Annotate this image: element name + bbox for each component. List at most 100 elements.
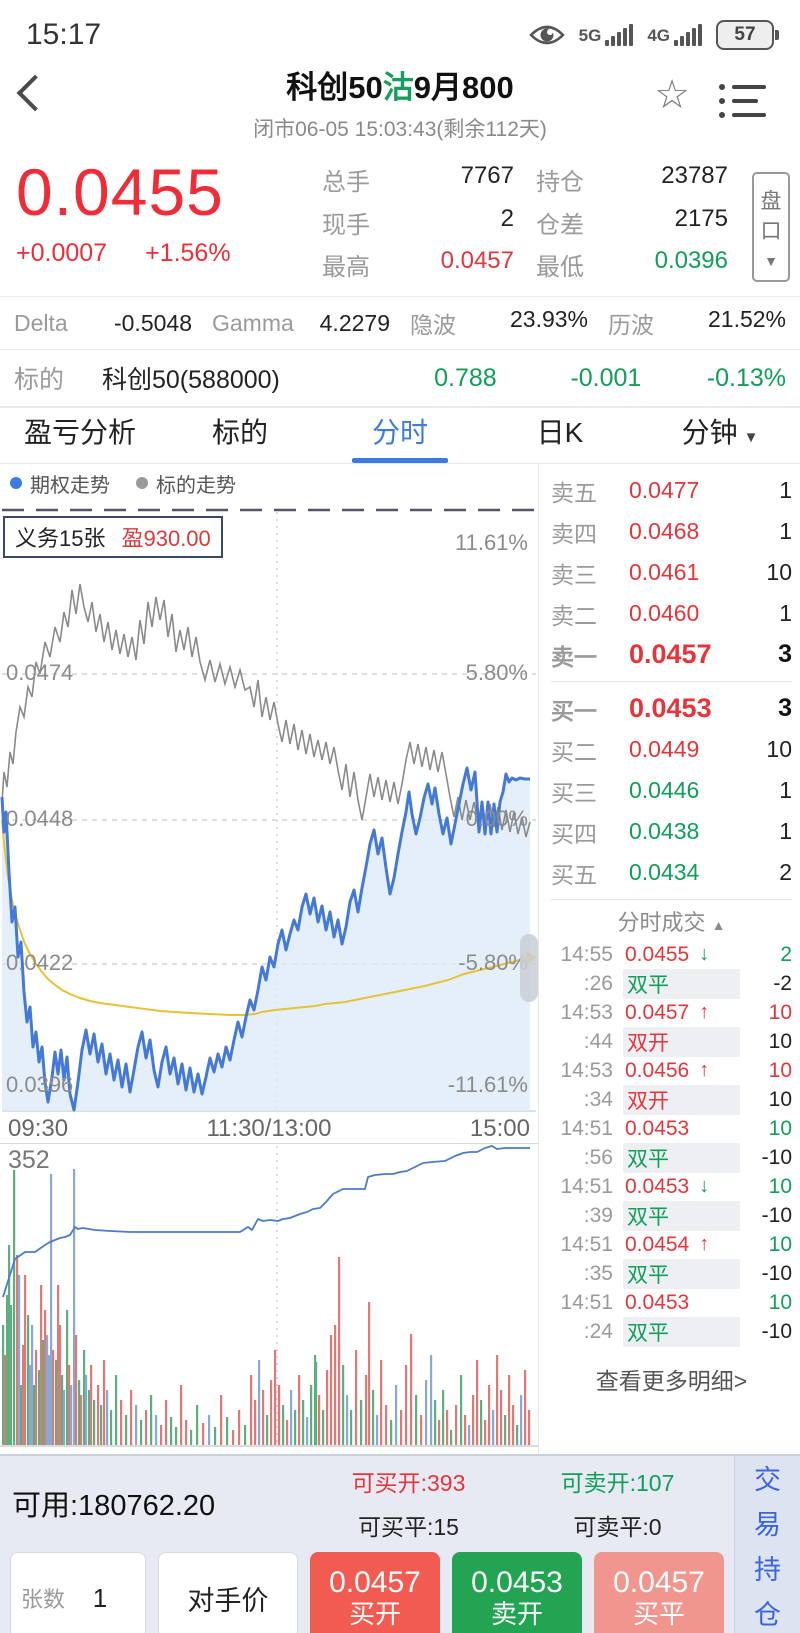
available-funds: 可用:180762.20 bbox=[12, 1490, 216, 1522]
trade-qty: 10 bbox=[768, 1029, 792, 1053]
level-price: 0.0461 bbox=[629, 559, 700, 585]
favorite-star-icon[interactable]: ☆ bbox=[654, 73, 690, 117]
level-label: 买三 bbox=[551, 779, 597, 806]
tab-underlying[interactable]: 标的 bbox=[211, 417, 268, 448]
trade-qty: 10 bbox=[768, 1000, 792, 1024]
trade-qty: -2 bbox=[773, 971, 792, 995]
status-bar: 15:17 5G 4G 57 bbox=[0, 0, 800, 62]
underlying-row[interactable]: 标的 科创50(588000) 0.788 -0.001 -0.13% bbox=[0, 350, 800, 408]
chevron-down-icon: ▼ bbox=[764, 253, 778, 269]
bid-row[interactable]: 买四 0.0438 1 bbox=[551, 811, 792, 852]
last-price: 0.0455 bbox=[16, 155, 224, 229]
trade-row: :34 双开 10 bbox=[551, 1084, 792, 1115]
trade-text: 双开 bbox=[627, 1089, 669, 1113]
ask-row[interactable]: 卖四 0.0468 1 bbox=[551, 511, 792, 552]
level-label: 买二 bbox=[551, 738, 597, 765]
list-menu-icon[interactable] bbox=[719, 84, 766, 126]
chart-tabs: 盈亏分析 标的 分时 日K 分钟 ▼ bbox=[0, 408, 800, 464]
trade-time: :39 bbox=[583, 1203, 613, 1227]
trade-time: 14:55 bbox=[560, 942, 613, 966]
trade-row: 14:55 0.0455 ↓ 2 bbox=[551, 940, 792, 969]
volume-chart[interactable]: 352 bbox=[0, 1144, 538, 1450]
underlying-change-pct: -0.13% bbox=[706, 363, 787, 392]
can-sell-open: 可卖开:107 bbox=[560, 1470, 675, 1496]
sell-open-button[interactable]: 0.0453 卖开 bbox=[452, 1552, 582, 1633]
ask-row[interactable]: 卖一 0.0457 3 bbox=[551, 634, 792, 675]
buy-close-button[interactable]: 0.0457 买平 bbox=[594, 1552, 724, 1633]
level-qty: 1 bbox=[779, 600, 792, 626]
level-qty: 3 bbox=[778, 694, 792, 722]
tab-daily-k[interactable]: 日K bbox=[536, 417, 584, 448]
level-price: 0.0438 bbox=[629, 818, 700, 844]
trade-row: 14:51 0.0453 10 bbox=[551, 1114, 792, 1143]
quantity-stepper[interactable]: 张数 1 bbox=[10, 1552, 146, 1633]
quantity-value: 1 bbox=[92, 1582, 108, 1613]
bid-row[interactable]: 买五 0.0434 2 bbox=[551, 852, 792, 893]
price-change: +0.0007 bbox=[16, 239, 108, 268]
trade-text: 双平 bbox=[627, 1205, 669, 1229]
tab-pnl-analysis[interactable]: 盈亏分析 bbox=[23, 417, 136, 448]
bid-rows: 买一 0.0453 3 买二 0.0449 10 买三 0.0446 1 买四 0.0438 1 买五 0… bbox=[551, 688, 792, 893]
trade-qty: -10 bbox=[761, 1145, 792, 1169]
trade-text: 双平 bbox=[627, 1321, 669, 1345]
trade-time: 14:51 bbox=[560, 1232, 613, 1256]
bid-row[interactable]: 买一 0.0453 3 bbox=[551, 688, 792, 729]
page-title: 科创50沽9月800 bbox=[286, 70, 514, 105]
chart-scrollbar-thumb[interactable] bbox=[520, 934, 538, 1002]
trade-time: 14:51 bbox=[560, 1290, 613, 1314]
trade-qty: 10 bbox=[768, 1087, 792, 1111]
level-label: 卖四 bbox=[551, 520, 597, 547]
trade-time: :26 bbox=[583, 971, 613, 995]
level-label: 卖五 bbox=[551, 479, 597, 506]
level-qty: 10 bbox=[766, 559, 792, 585]
more-details-link[interactable]: 查看更多明细> bbox=[595, 1368, 748, 1394]
level-qty: 3 bbox=[778, 640, 792, 668]
eye-comfort-icon bbox=[528, 23, 565, 47]
buy-open-button[interactable]: 0.0457 买开 bbox=[310, 1552, 440, 1633]
tab-minute[interactable]: 分钟 ▼ bbox=[681, 417, 759, 448]
tab-intraday[interactable]: 分时 bbox=[320, 408, 480, 463]
bid-row[interactable]: 买三 0.0446 1 bbox=[551, 770, 792, 811]
trade-positions-side-tab[interactable]: 交易持仓 bbox=[734, 1456, 800, 1633]
trade-time: :35 bbox=[583, 1261, 613, 1285]
pankou-expand-button[interactable]: 盘口 ▼ bbox=[752, 172, 790, 282]
trade-row: 14:51 0.0453 10 bbox=[551, 1288, 792, 1317]
trade-time: 14:53 bbox=[560, 1058, 613, 1082]
pct-axis-label: -11.61% bbox=[447, 1072, 528, 1097]
ask-row[interactable]: 卖三 0.0461 10 bbox=[551, 552, 792, 593]
trade-row: :24 双平 -10 bbox=[551, 1316, 792, 1347]
bid-row[interactable]: 买二 0.0449 10 bbox=[551, 729, 792, 770]
ask-row[interactable]: 卖五 0.0477 1 bbox=[551, 470, 792, 511]
trade-time: :56 bbox=[583, 1145, 613, 1169]
level-price: 0.0457 bbox=[629, 639, 712, 669]
chart-legend: 期权走势 标的走势 bbox=[0, 464, 538, 502]
price-change-pct: +1.56% bbox=[145, 239, 231, 268]
trade-time: :44 bbox=[583, 1029, 613, 1053]
price-mode-button[interactable]: 对手价 bbox=[158, 1552, 298, 1633]
trade-qty: 10 bbox=[768, 1290, 792, 1314]
arrow-down-icon: ↓ bbox=[699, 943, 710, 965]
level-price: 0.0453 bbox=[629, 693, 712, 723]
level-label: 卖一 bbox=[551, 643, 597, 670]
intraday-chart[interactable]: 义务15张 盈930.00 0.0474 0.0448 0.0422 0.0396… bbox=[0, 502, 538, 1114]
level-qty: 10 bbox=[766, 736, 792, 762]
level-qty: 2 bbox=[779, 859, 792, 885]
y-axis-label: 0.0396 bbox=[6, 1072, 74, 1097]
level-price: 0.0434 bbox=[629, 859, 700, 885]
trade-text: 0.0457 bbox=[625, 1000, 690, 1024]
volume-max-label: 352 bbox=[8, 1146, 50, 1174]
level-price: 0.0449 bbox=[629, 736, 700, 762]
trades-header[interactable]: 分时成交 ▲ bbox=[617, 910, 726, 935]
level-label: 买一 bbox=[551, 697, 597, 724]
chart-column: 期权走势 标的走势 义务15张 盈930.00 0.0474 0.0448 0.0… bbox=[0, 464, 538, 1454]
trade-row: :56 双平 -10 bbox=[551, 1142, 792, 1173]
greeks-row: Delta -0.5048 Gamma 4.2279 隐波 23.93% 历波 21.5… bbox=[0, 296, 800, 350]
ask-row[interactable]: 卖二 0.0460 1 bbox=[551, 593, 792, 634]
arrow-down-icon: ↓ bbox=[699, 1175, 710, 1197]
arrow-up-icon: ↑ bbox=[699, 1001, 710, 1023]
arrow-up-icon: ↑ bbox=[699, 1233, 710, 1255]
level-price: 0.0460 bbox=[629, 600, 700, 626]
trade-time: 14:51 bbox=[560, 1116, 613, 1140]
quote-stats-grid: 总手 7767 持仓 23787 现手 2 仓差 2175 最高 0.0457 最低 0.0… bbox=[322, 162, 728, 281]
